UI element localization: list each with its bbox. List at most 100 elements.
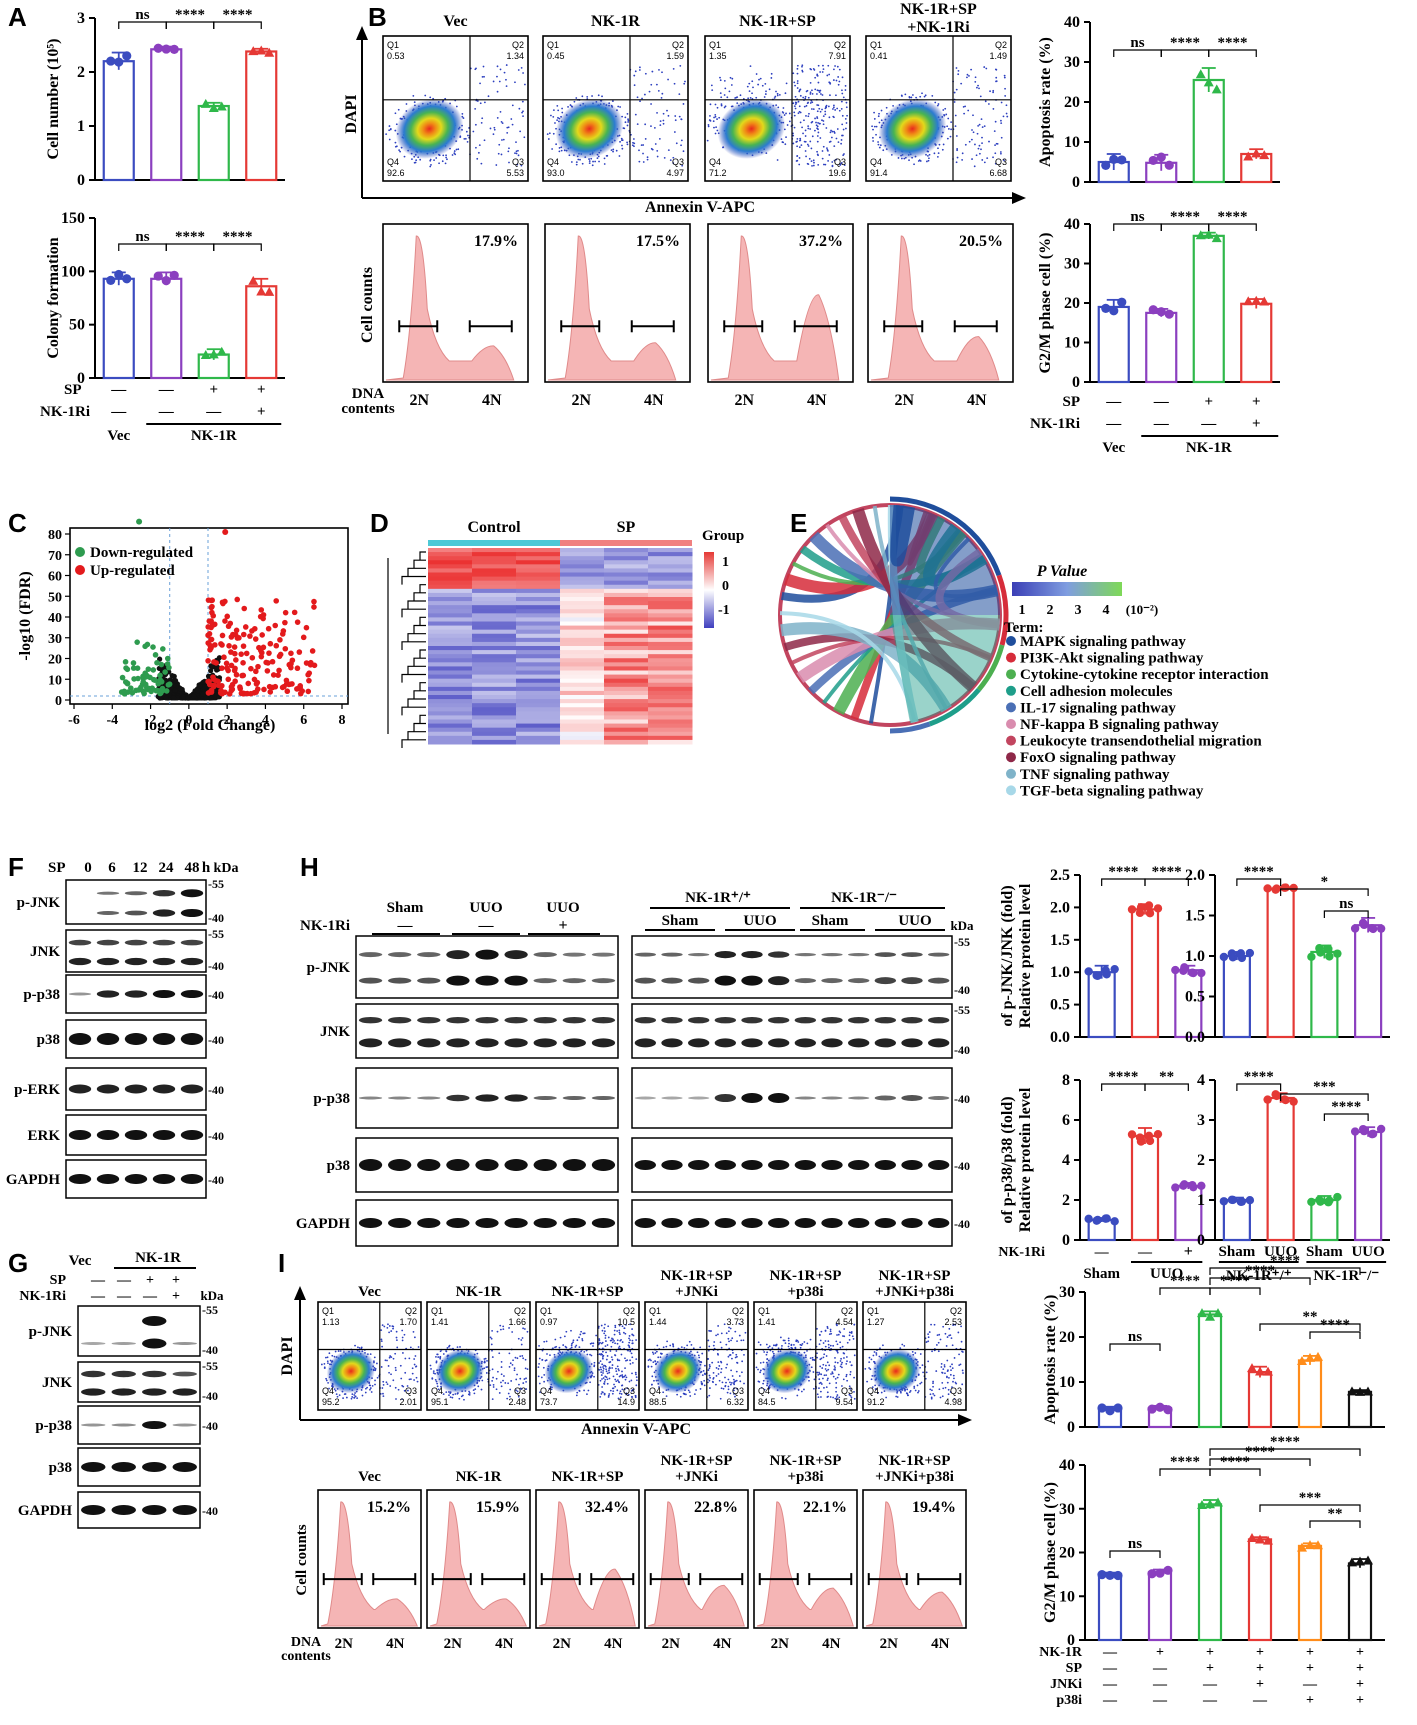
volcano-point-ns (200, 691, 206, 697)
flow-event (845, 106, 848, 109)
flow-event (610, 1345, 613, 1348)
mw-marker: -40 (202, 1389, 218, 1403)
flow-event (651, 1351, 654, 1354)
flow-event (602, 1370, 605, 1372)
dendrogram-branch (401, 673, 426, 683)
flow-event (994, 68, 997, 71)
blot-band (388, 1218, 412, 1228)
flow-event (605, 1358, 608, 1361)
heatmap-cell (516, 601, 561, 606)
flow-event (624, 116, 627, 119)
flow-event (953, 91, 956, 94)
flow-event (690, 1344, 693, 1346)
heatmap-cell (648, 617, 693, 622)
flow-event (976, 132, 979, 135)
flow-event (392, 1357, 395, 1360)
heatmap-cell (516, 552, 561, 557)
flow-event (436, 1353, 439, 1356)
volcano-point-down (164, 655, 171, 662)
flow-event (541, 1349, 544, 1352)
flow-event (601, 1350, 604, 1353)
flow-event (805, 115, 807, 117)
volcano-point-ns (216, 655, 223, 661)
flow-event (833, 145, 836, 148)
blot-frame (631, 1199, 953, 1247)
data-point (1243, 151, 1254, 161)
flow-event (844, 89, 847, 91)
flow-event (432, 1370, 435, 1373)
volcano-point-up (240, 643, 247, 649)
data-point (1263, 1095, 1272, 1104)
blot-band (180, 889, 204, 898)
blot-frame (355, 1003, 619, 1059)
heatmap-cell (648, 625, 693, 631)
flow-event (431, 1377, 434, 1380)
y-tick-label: 30 (1064, 54, 1080, 71)
blot-h-right (631, 1067, 953, 1129)
heatmap-cell (428, 646, 473, 651)
flow-density (395, 98, 464, 159)
flow-event (618, 1329, 621, 1332)
flow-event (994, 152, 997, 155)
y-tick-label: 0 (1062, 1232, 1070, 1249)
4n-label: 4N (644, 392, 664, 409)
flow-event (508, 1327, 510, 1329)
flow-event (651, 70, 654, 73)
data-point (1127, 905, 1137, 914)
flow-event (520, 1388, 523, 1390)
y-tick-label: 0 (1197, 1232, 1205, 1249)
flow-event (323, 1366, 326, 1369)
heatmap-cell (604, 731, 649, 737)
h-minus: — (1094, 1245, 1110, 1260)
flow-event (878, 112, 880, 115)
volcano-point-down (133, 687, 139, 694)
flow-event (626, 124, 629, 127)
heatmap-cell (472, 580, 517, 586)
flow-event (835, 94, 837, 97)
flow-event (776, 92, 779, 95)
flow-event (481, 1379, 484, 1382)
h-group-label: Sham (662, 913, 699, 929)
flow-event (973, 165, 976, 168)
blot-row-label: p-ERK (14, 1082, 60, 1098)
flow-event (620, 1353, 623, 1356)
blot-row-label: p-p38 (23, 987, 60, 1003)
heatmap-cell (472, 735, 517, 741)
legend-up-marker (75, 565, 85, 575)
flow-event (927, 159, 930, 162)
flow-event (833, 130, 835, 133)
flow-event (612, 1375, 615, 1378)
volcano-point-ns (174, 695, 180, 701)
panel-g-nk1r: NK-1R (135, 1250, 181, 1266)
flow-event (515, 1378, 518, 1381)
flow-event (975, 154, 978, 157)
flow-event (570, 161, 573, 163)
flow-event (773, 97, 776, 99)
flow-event (603, 1332, 606, 1335)
flow-event (784, 92, 787, 95)
flow-event (586, 95, 589, 98)
flow-event (825, 104, 828, 107)
flow-event (792, 102, 795, 105)
flow-event (438, 162, 440, 165)
heatmap-cell (428, 597, 473, 602)
flow-event (386, 1327, 389, 1329)
flow-event (682, 103, 685, 105)
flow-event (338, 1394, 341, 1397)
flow-event (688, 1391, 691, 1394)
data-point (1315, 1195, 1324, 1205)
heatmap-cell (516, 613, 561, 618)
flow-event (810, 108, 813, 110)
flow-event (1003, 76, 1006, 79)
data-point (1251, 295, 1262, 305)
blot-band (358, 1017, 383, 1024)
flow-event (491, 1398, 494, 1401)
blot-h-left (355, 935, 619, 999)
flow-event (819, 122, 821, 125)
blot-band (68, 1033, 92, 1045)
data-point (1307, 952, 1316, 962)
flow-event (826, 147, 828, 150)
flow-event (495, 1377, 498, 1380)
flow-event (923, 95, 926, 98)
heatmap-cell (648, 629, 693, 635)
